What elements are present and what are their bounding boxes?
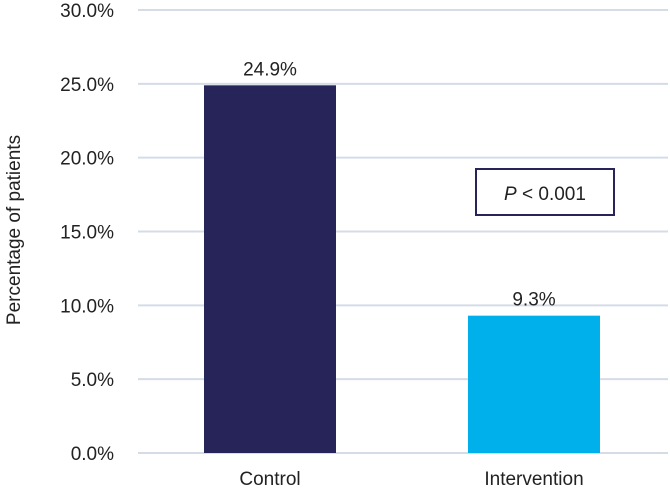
annotation-text: P < 0.001	[504, 184, 586, 205]
x-axis-categories: Control Intervention	[239, 469, 583, 489]
p-value-annotation: P < 0.001	[475, 168, 615, 216]
y-tick-label: 25.0%	[60, 75, 114, 96]
data-label-control: 24.9%	[243, 59, 297, 80]
y-axis-ticks: 0.0% 5.0% 10.0% 15.0% 20.0% 25.0% 30.0%	[60, 1, 114, 465]
y-tick-label: 20.0%	[60, 149, 114, 170]
y-tick-label: 0.0%	[71, 444, 114, 465]
data-label-intervention: 9.3%	[512, 290, 555, 311]
annotation-box	[475, 168, 615, 216]
bars	[204, 85, 600, 453]
bar-intervention	[468, 315, 600, 453]
data-labels: 24.9% 9.3%	[243, 59, 556, 310]
bar-control	[204, 85, 336, 453]
y-tick-label: 30.0%	[60, 1, 114, 22]
annotation-value: < 0.001	[517, 184, 586, 205]
annotation-p: P	[504, 184, 517, 205]
x-category-label: Control	[239, 469, 300, 489]
y-tick-label: 5.0%	[71, 370, 114, 391]
x-category-label: Intervention	[484, 469, 583, 489]
y-tick-label: 10.0%	[60, 296, 114, 317]
y-axis-label: Percentage of patients	[4, 135, 25, 325]
y-tick-label: 15.0%	[60, 223, 114, 244]
